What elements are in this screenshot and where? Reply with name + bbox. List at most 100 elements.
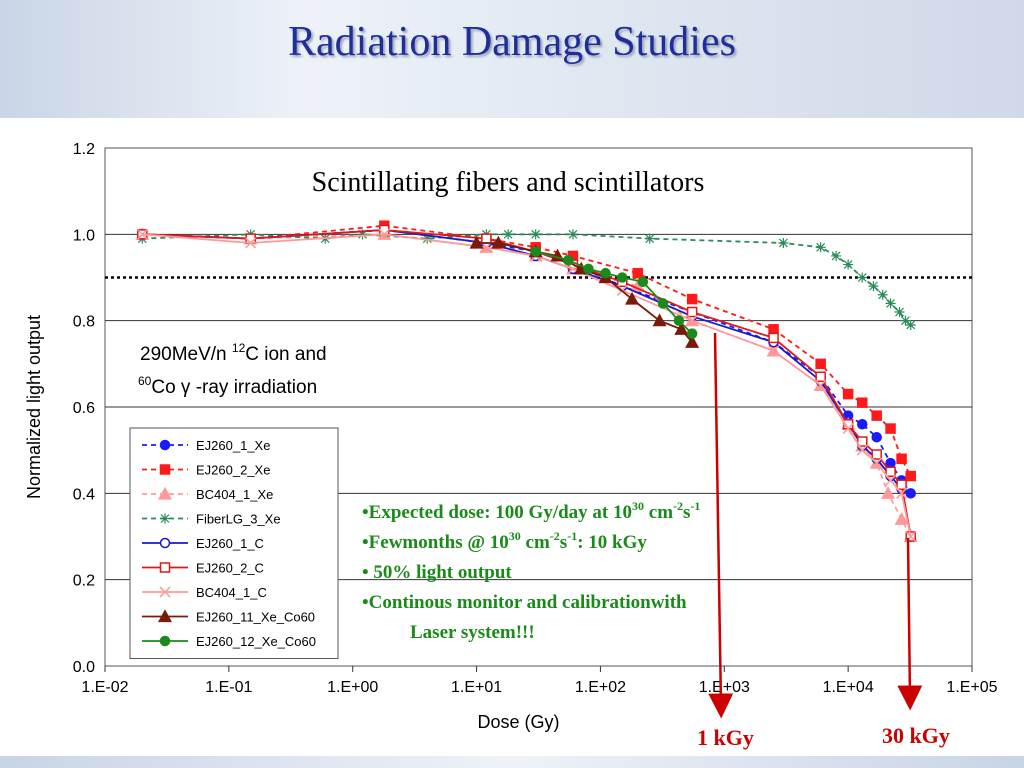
y-tick-label: 0.6 [73, 400, 95, 417]
data-point-ej260-2-c [686, 306, 698, 318]
data-point-bc404-1-c [815, 379, 827, 391]
data-point-bc404-1-c [378, 228, 390, 240]
series-bc404-1-c [136, 228, 917, 543]
data-point-bc404-1-c [768, 345, 780, 357]
data-point-ej260-11-xe-co60 [491, 235, 506, 249]
data-point-bc404-1-c [885, 474, 897, 486]
data-point-ej260-12-xe-co60 [530, 246, 541, 257]
legend-marker-ej260-1-c [159, 537, 171, 549]
legend-label-ej260-2-xe: EJ260_2_Xe [196, 463, 270, 478]
data-point-ej260-2-c [768, 332, 779, 344]
data-point-bc404-1-c [871, 457, 883, 469]
data-point-ej260-2-xe [857, 397, 868, 408]
series-line-ej260-1-c [142, 229, 912, 537]
data-point-bc404-1-c [856, 444, 868, 456]
data-point-ej260-11-xe-co60 [652, 313, 667, 327]
legend-label-bc404-1-xe: BC404_1_Xe [196, 487, 273, 502]
data-point-fiberlg-3-xe [894, 307, 905, 318]
data-point-bc404-1-c [245, 237, 257, 249]
data-point-ej260-2-c [885, 466, 896, 477]
data-point-fiberlg-3-xe [815, 242, 826, 253]
header-band [0, 0, 1024, 118]
irradiation-note-line1: 290MeV/n 12C ion and [140, 341, 327, 365]
dose-light-output-chart: 0.0 0.2 0.4 0.6 0.8 1.0 1.2 1.E-02 1.E-01 1.E+00 1… [24, 141, 998, 750]
series-line-ej260-1-xe [142, 229, 912, 494]
data-point-ej260-11-xe-co60 [674, 322, 689, 335]
legend-marker-bc404-1-c [159, 586, 171, 598]
series-line-ej260-2-c [142, 229, 912, 537]
y-tick-label: 0.0 [73, 659, 95, 676]
data-point-ej260-2-c [481, 233, 492, 244]
data-point-fiberlg-3-xe [644, 233, 655, 244]
data-point-ej260-2-c [896, 479, 907, 490]
y-tick-label: 0.4 [73, 486, 95, 503]
data-point-fiberlg-3-xe [885, 298, 896, 309]
y-axis-label: Normalized light output [24, 315, 44, 499]
legend-marker-ej260-12-xe-co60 [159, 635, 171, 647]
x-tick-label: 1.E+05 [946, 679, 997, 696]
data-point-fiberlg-3-xe [900, 315, 911, 326]
legend-label-ej260-1-xe: EJ260_1_Xe [196, 438, 270, 453]
data-point-ej260-2-xe [632, 267, 643, 279]
legend-label-ej260-1-c: EJ260_1_C [196, 536, 264, 551]
data-point-bc404-1-c [842, 423, 854, 435]
data-point-fiberlg-3-xe [422, 233, 433, 244]
data-point-fiberlg-3-xe [905, 319, 916, 330]
data-point-ej260-1-xe [857, 419, 868, 430]
data-point-fiberlg-3-xe [831, 250, 842, 261]
data-point-ej260-2-xe [815, 358, 826, 370]
data-point-ej260-2-xe [905, 470, 916, 482]
data-point-ej260-2-c [379, 224, 390, 236]
data-point-ej260-2-c [245, 233, 256, 244]
x-tick-label: 1.E+00 [327, 679, 378, 696]
y-tick-label: 1.0 [73, 227, 95, 244]
series-line-bc404-1-c [142, 233, 912, 537]
x-tick-label: 1.E+02 [575, 679, 626, 696]
data-point-ej260-2-c [815, 371, 826, 383]
data-point-fiberlg-3-xe [357, 229, 368, 240]
series-ej260-11-xe-co60 [469, 235, 700, 348]
x-tick-label: 1.E-02 [81, 679, 128, 696]
x-tick-label: 1.E+03 [699, 679, 750, 696]
data-point-bc404-1-c [136, 228, 148, 240]
series-ej260-2-c [137, 224, 916, 542]
y-tick-label: 0.2 [73, 573, 95, 590]
data-point-fiberlg-3-xe [778, 237, 789, 248]
data-point-ej260-1-xe [885, 457, 896, 469]
data-point-ej260-12-xe-co60 [616, 272, 628, 283]
data-point-fiberlg-3-xe [877, 289, 888, 300]
x-tick-label: 1.E+01 [451, 679, 502, 696]
series-line-ej260-11-xe-co60 [476, 242, 693, 343]
data-point-bc404-1-c [896, 487, 908, 499]
slide-title: Radiation Damage Studies [288, 19, 736, 65]
data-point-ej260-2-xe [885, 423, 896, 434]
label-1kgy: 1 kGy [697, 725, 754, 750]
data-point-ej260-2-xe [768, 324, 779, 335]
legend-label-ej260-12-xe-co60: EJ260_12_Xe_Co60 [196, 634, 316, 649]
data-point-ej260-11-xe-co60 [625, 291, 640, 305]
data-point-bc404-1-xe [881, 486, 896, 499]
legend-label-ej260-11-xe-co60: EJ260_11_Xe_Co60 [196, 610, 315, 625]
legend-marker-ej260-11-xe-co60 [157, 609, 173, 623]
data-point-ej260-1-xe [871, 431, 882, 443]
x-tick-label: 1.E+04 [823, 679, 874, 696]
legend-marker-bc404-1-xe [157, 486, 173, 500]
data-point-fiberlg-3-xe [843, 259, 854, 270]
legend-label-fiberlg-3-xe: FiberLG_3_Xe [196, 512, 281, 527]
bullet-line-2: •Fewmonths @ 1030 cm-2s-1: 10 kGy [362, 529, 647, 553]
footer-band [0, 756, 1024, 768]
irradiation-note-line2: 60Co γ -ray irradiation [138, 374, 317, 398]
data-point-fiberlg-3-xe [530, 229, 541, 240]
data-point-bc404-1-c [686, 315, 698, 327]
data-point-ej260-12-xe-co60 [637, 276, 649, 288]
series-line-ej260-2-xe [142, 224, 912, 477]
data-point-ej260-12-xe-co60 [563, 254, 574, 266]
data-point-ej260-2-xe [871, 410, 882, 421]
bullet-line-3: • 50% light output [362, 562, 512, 583]
legend-marker-ej260-2-xe [159, 464, 171, 475]
legend-label-bc404-1-c: BC404_1_C [196, 585, 267, 600]
data-point-ej260-2-xe [842, 388, 854, 400]
bullet-line-1: •Expected dose: 100 Gy/day at 1030 cm-2s… [362, 499, 700, 523]
x-axis-label: Dose (Gy) [477, 712, 559, 732]
legend-marker-ej260-1-xe [159, 439, 171, 451]
